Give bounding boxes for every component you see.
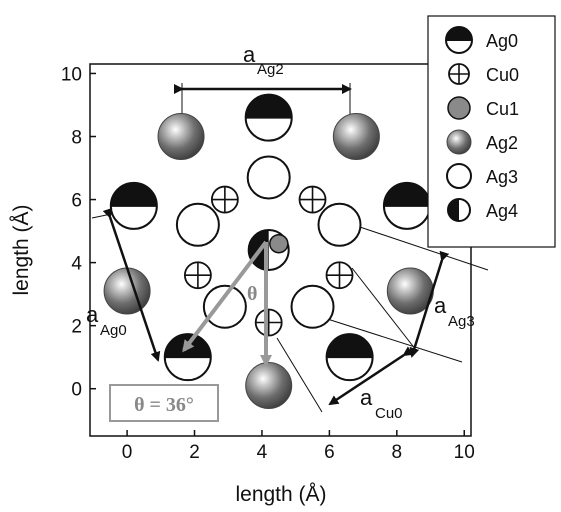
- atom-ag3: [317, 202, 362, 247]
- atoms-layer: [103, 93, 434, 410]
- legend-item-ag4: Ag4: [447, 198, 518, 222]
- legend-item-cu0: Cu0: [448, 63, 519, 85]
- theta-arrow-diagonal: [182, 240, 268, 353]
- atom-ag0: [163, 333, 212, 382]
- label-a-ag3: a Ag3: [434, 293, 475, 330]
- svg-text:a: a: [243, 42, 256, 67]
- y-tick-label: 2: [71, 317, 82, 338]
- label-a-cu0: a Cu0: [360, 385, 403, 422]
- legend-label: Ag4: [486, 201, 518, 221]
- label-a-ag2: a Ag2: [243, 42, 284, 78]
- atom-ag3: [246, 155, 291, 200]
- svg-text:Ag3: Ag3: [448, 313, 475, 330]
- x-tick-label: 10: [454, 442, 475, 463]
- legend-symbol-ag4: [447, 198, 471, 222]
- plot-frame: [89, 63, 472, 437]
- atom-ag3: [202, 284, 247, 329]
- legend-item-ag0: Ag0: [445, 26, 518, 54]
- guide-line-ag3-upper: [344, 221, 489, 271]
- svg-text:a: a: [360, 385, 373, 410]
- guide-line-cu0-upper: [351, 267, 417, 351]
- y-tick-label: 8: [71, 128, 82, 149]
- x-axis-label: length (Å): [235, 483, 326, 506]
- atom-cu0: [298, 185, 327, 214]
- legend-label: Cu1: [486, 99, 519, 119]
- svg-text:Cu0: Cu0: [375, 405, 403, 422]
- atom-ag2: [245, 362, 293, 410]
- arrow-a-cu0: [328, 346, 414, 406]
- y-tick-label: 10: [61, 64, 82, 85]
- x-tick-label: 4: [257, 442, 268, 463]
- legend-symbol-ag2: [446, 129, 472, 155]
- x-tick-label: 6: [324, 442, 335, 463]
- legend: Ag0 Cu0 Cu1 Ag2 Ag3 Ag4: [445, 26, 519, 222]
- atom-cu0: [325, 261, 354, 290]
- x-tick-label: 8: [392, 442, 403, 463]
- theta-box-text: θ = 36°: [134, 394, 194, 416]
- svg-text:Ag0: Ag0: [100, 322, 127, 339]
- atom-cu0: [210, 185, 239, 214]
- theta-symbol: θ: [247, 283, 257, 305]
- atom-ag0: [109, 181, 158, 230]
- theta-arrows: [182, 240, 272, 367]
- arrow-a-ag0: [102, 207, 161, 362]
- legend-item-ag2: Ag2: [446, 129, 518, 155]
- atom-cu0: [254, 308, 283, 337]
- x-axis-ticks: 0 2 4 6 8 10: [122, 430, 475, 463]
- atom-cu0: [183, 261, 212, 290]
- atom-ag2: [332, 113, 380, 161]
- y-tick-label: 4: [71, 254, 82, 275]
- legend-label: Cu0: [486, 65, 519, 85]
- y-axis-label: length (Å): [10, 204, 33, 295]
- dimension-arrows: [102, 84, 450, 406]
- atom-ag3: [175, 202, 220, 247]
- arrow-a-ag3: [409, 250, 450, 358]
- legend-symbol-cu0: [448, 63, 470, 85]
- legend-symbol-cu1: [447, 96, 471, 120]
- y-tick-label: 6: [71, 191, 82, 212]
- svg-text:Ag2: Ag2: [257, 61, 284, 78]
- y-axis-ticks: 0 2 4 6 8 10: [61, 64, 96, 401]
- legend-symbol-ag0: [445, 26, 473, 54]
- legend-item-ag3: Ag3: [446, 163, 518, 189]
- x-tick-label: 0: [122, 442, 133, 463]
- atom-ag3: [290, 284, 335, 329]
- svg-text:a: a: [434, 293, 447, 318]
- label-a-ag0: a Ag0: [86, 302, 127, 339]
- atom-ag2: [103, 267, 151, 315]
- atom-ag0: [382, 181, 431, 230]
- theta-box: [109, 384, 219, 422]
- atom-ag2: [157, 113, 205, 161]
- legend-label: Ag2: [486, 133, 518, 153]
- atom-ag0: [325, 333, 374, 382]
- legend-label: Ag3: [486, 167, 518, 187]
- atom-ag0: [244, 93, 293, 142]
- atom-cu1: [269, 233, 289, 254]
- legend-symbol-ag3: [446, 163, 472, 189]
- legend-label: Ag0: [486, 31, 518, 51]
- x-tick-label: 2: [189, 442, 200, 463]
- guide-line-cu0-lower: [276, 337, 323, 413]
- svg-text:a: a: [86, 302, 99, 327]
- y-tick-label: 0: [71, 380, 82, 401]
- legend-item-cu1: Cu1: [447, 96, 519, 120]
